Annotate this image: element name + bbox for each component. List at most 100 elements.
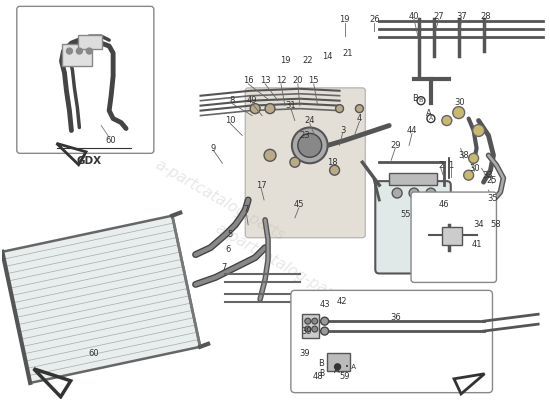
Text: GDX: GDX bbox=[76, 156, 102, 166]
FancyBboxPatch shape bbox=[291, 290, 492, 393]
Circle shape bbox=[427, 114, 435, 122]
FancyBboxPatch shape bbox=[442, 227, 461, 245]
Polygon shape bbox=[2, 216, 200, 383]
Text: 28: 28 bbox=[480, 12, 491, 21]
Text: A: A bbox=[426, 109, 432, 118]
Text: 1: 1 bbox=[448, 161, 453, 170]
FancyBboxPatch shape bbox=[79, 35, 102, 49]
Text: 20: 20 bbox=[293, 76, 303, 85]
Circle shape bbox=[311, 327, 318, 335]
Text: 36: 36 bbox=[391, 313, 401, 322]
Text: 60: 60 bbox=[106, 136, 117, 145]
Circle shape bbox=[469, 153, 478, 163]
Circle shape bbox=[250, 104, 260, 114]
Text: • A: • A bbox=[344, 364, 355, 370]
FancyBboxPatch shape bbox=[411, 192, 497, 282]
Text: 45: 45 bbox=[294, 200, 304, 210]
Circle shape bbox=[409, 188, 419, 198]
Text: 8: 8 bbox=[229, 96, 235, 105]
Text: 4: 4 bbox=[357, 114, 362, 123]
Text: 10: 10 bbox=[225, 116, 235, 125]
Text: a-partcatalog-parts: a-partcatalog-parts bbox=[212, 221, 348, 308]
Text: 26: 26 bbox=[369, 15, 379, 24]
Circle shape bbox=[292, 128, 328, 163]
Text: 41: 41 bbox=[471, 240, 482, 249]
Text: B: B bbox=[412, 94, 418, 103]
Text: A: A bbox=[429, 116, 433, 121]
Text: 38: 38 bbox=[458, 151, 469, 160]
FancyBboxPatch shape bbox=[327, 353, 350, 371]
Text: B: B bbox=[320, 369, 325, 378]
Circle shape bbox=[67, 48, 73, 54]
Text: 16: 16 bbox=[243, 76, 254, 85]
Text: 59: 59 bbox=[339, 372, 350, 381]
Text: 30: 30 bbox=[454, 98, 465, 107]
FancyBboxPatch shape bbox=[302, 314, 318, 338]
Circle shape bbox=[264, 149, 276, 161]
Text: 34: 34 bbox=[473, 220, 484, 229]
Circle shape bbox=[321, 317, 329, 325]
Circle shape bbox=[305, 326, 311, 332]
Text: 7: 7 bbox=[244, 206, 249, 214]
Circle shape bbox=[464, 170, 474, 180]
Text: 42: 42 bbox=[336, 297, 347, 306]
Circle shape bbox=[334, 364, 340, 370]
Circle shape bbox=[355, 105, 364, 113]
Circle shape bbox=[321, 327, 329, 335]
FancyBboxPatch shape bbox=[245, 88, 365, 238]
Circle shape bbox=[311, 317, 318, 325]
Text: 39: 39 bbox=[301, 326, 312, 336]
Text: 19: 19 bbox=[339, 15, 350, 24]
Text: 46: 46 bbox=[438, 200, 449, 210]
Text: 7: 7 bbox=[222, 263, 227, 272]
Text: 39: 39 bbox=[300, 350, 310, 358]
Text: 24: 24 bbox=[305, 116, 315, 125]
Text: 9: 9 bbox=[211, 144, 216, 153]
Text: 58: 58 bbox=[490, 220, 500, 229]
Circle shape bbox=[336, 105, 344, 113]
Text: 31: 31 bbox=[285, 101, 296, 110]
Text: 60: 60 bbox=[88, 350, 98, 358]
Circle shape bbox=[453, 107, 465, 118]
Text: 12: 12 bbox=[276, 76, 286, 85]
Circle shape bbox=[442, 116, 452, 126]
Text: a-partcatalog-parts: a-partcatalog-parts bbox=[153, 157, 288, 243]
Text: 18: 18 bbox=[327, 158, 338, 167]
Text: 3: 3 bbox=[340, 126, 345, 135]
Text: 14: 14 bbox=[322, 52, 333, 60]
Circle shape bbox=[312, 326, 318, 332]
Text: 33: 33 bbox=[482, 171, 493, 180]
Text: 30: 30 bbox=[469, 164, 480, 173]
Text: B: B bbox=[318, 359, 323, 368]
Text: B: B bbox=[419, 98, 423, 103]
Text: 49: 49 bbox=[247, 96, 257, 105]
Text: 21: 21 bbox=[342, 48, 353, 58]
Circle shape bbox=[298, 134, 322, 157]
Circle shape bbox=[76, 48, 82, 54]
Text: 55: 55 bbox=[401, 210, 411, 219]
FancyBboxPatch shape bbox=[63, 44, 92, 66]
Circle shape bbox=[305, 318, 311, 324]
Text: 40: 40 bbox=[409, 12, 419, 21]
Circle shape bbox=[312, 318, 318, 324]
Text: 5: 5 bbox=[228, 230, 233, 239]
Text: 23: 23 bbox=[300, 131, 310, 140]
Circle shape bbox=[426, 188, 436, 198]
Text: 6: 6 bbox=[226, 245, 231, 254]
Text: A: A bbox=[334, 366, 339, 375]
Text: 13: 13 bbox=[260, 76, 271, 85]
Circle shape bbox=[417, 97, 425, 105]
Text: 35: 35 bbox=[487, 194, 498, 202]
Circle shape bbox=[86, 48, 92, 54]
Text: 27: 27 bbox=[433, 12, 444, 21]
Text: 48: 48 bbox=[312, 372, 323, 381]
Text: 17: 17 bbox=[256, 181, 266, 190]
Text: 22: 22 bbox=[302, 56, 313, 66]
Text: 19: 19 bbox=[280, 56, 290, 66]
Text: 44: 44 bbox=[407, 126, 417, 135]
Circle shape bbox=[290, 157, 300, 167]
Text: 43: 43 bbox=[320, 300, 330, 309]
Text: 2: 2 bbox=[438, 161, 443, 170]
Text: 37: 37 bbox=[456, 12, 467, 21]
Text: 25: 25 bbox=[486, 176, 497, 185]
